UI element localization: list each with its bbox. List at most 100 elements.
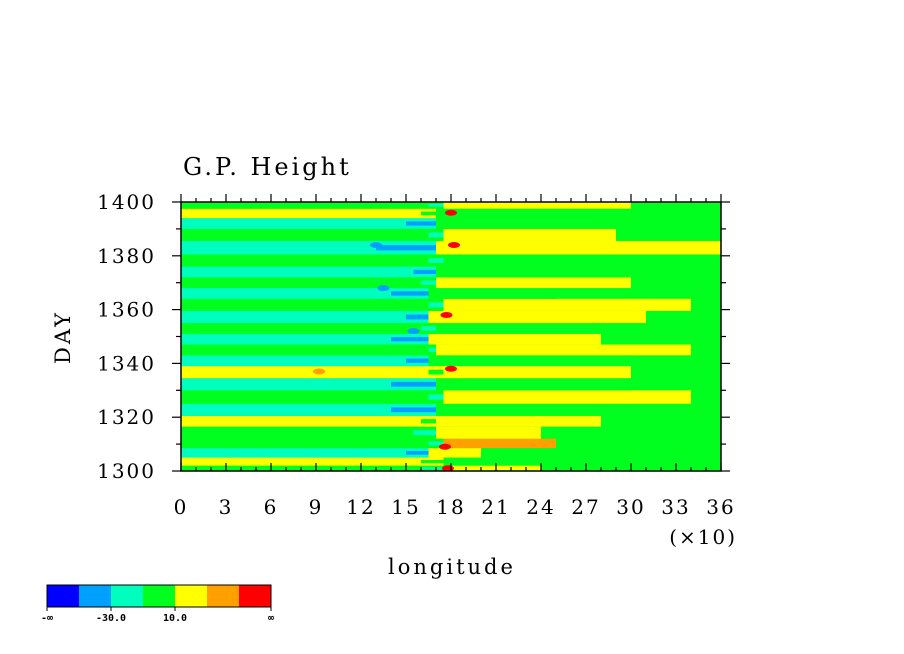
x-tick-label: 6 (264, 495, 279, 519)
field-band-trough (406, 358, 429, 363)
y-axis-title: DAY (51, 310, 75, 364)
x-tick-label: 36 (706, 495, 735, 519)
field-band-trough (406, 221, 436, 226)
colorbar: -∞ -30.0 10.0 ∞ (41, 584, 274, 624)
field-band-east (443, 457, 571, 466)
colorbar-frame (46, 584, 272, 608)
field-band-trough (428, 258, 444, 263)
colorbar-label: -30.0 (96, 613, 126, 624)
x-tick-label: 30 (616, 495, 645, 519)
field-band-trough (428, 232, 444, 238)
field-band-west (181, 218, 436, 229)
x-axis-multiplier: (×10) (669, 525, 737, 549)
colorbar-swatch (79, 585, 111, 607)
field-band-west (181, 415, 436, 427)
y-tick-label: 1320 (97, 405, 156, 429)
field-band-trough (391, 381, 436, 387)
field-band-trough (421, 326, 436, 331)
field-band-east (428, 448, 481, 458)
field-band-trough (391, 407, 436, 413)
field-band-east (428, 333, 601, 345)
x-tick-label: 24 (526, 495, 555, 519)
field-band-west (181, 323, 436, 334)
x-tick-label: 18 (436, 495, 465, 519)
field-band-east (436, 403, 631, 416)
y-tick-label: 1360 (97, 298, 156, 322)
field-band-east (436, 241, 721, 255)
colorbar-swatch (111, 585, 143, 607)
field-band-west (181, 448, 429, 458)
x-tick-label: 27 (571, 495, 600, 519)
x-tick-label: 21 (481, 495, 510, 519)
x-tick-label: 15 (391, 495, 420, 519)
field-band-west (181, 333, 429, 345)
field-band-west (181, 438, 444, 449)
field-band-west (181, 202, 444, 209)
colorbar-label: ∞ (268, 613, 274, 624)
field-band-trough (406, 314, 429, 320)
field-band-east (436, 266, 631, 278)
field-band-west (181, 457, 444, 466)
x-tick-label: 3 (219, 495, 234, 519)
field-band-trough (428, 441, 444, 446)
colorbar-label: -∞ (41, 613, 53, 624)
field-band-east (436, 426, 541, 439)
field-band-west (181, 288, 429, 299)
field-extreme (377, 285, 390, 292)
field-band-east (443, 228, 616, 242)
field-band-trough (391, 291, 429, 296)
field-extreme (445, 365, 457, 372)
field-band-east (428, 355, 676, 367)
field-extreme (370, 242, 382, 249)
field-band-trough (428, 394, 444, 400)
field-extreme (313, 368, 325, 375)
field-band-west (181, 390, 444, 404)
field-band-west (181, 277, 436, 289)
field-band-east (436, 415, 601, 427)
y-tick-label: 1300 (97, 459, 156, 483)
chart-title: G.P. Height (183, 153, 352, 181)
field-band-trough (421, 459, 444, 464)
field-band-trough (413, 430, 436, 436)
x-tick-label: 0 (174, 495, 189, 519)
field-band-west (181, 426, 436, 439)
field-band-east (436, 208, 586, 219)
heatmap-field (181, 202, 721, 471)
colorbar-label: 10.0 (163, 613, 187, 624)
field-band-east (428, 288, 556, 299)
colorbar-swatch (47, 585, 79, 607)
field-band-east (428, 310, 646, 324)
y-tick-label: 1380 (97, 244, 156, 268)
x-tick-label: 9 (309, 495, 324, 519)
field-band-east (436, 277, 631, 289)
x-axis: 0 3 6 9 12 15 18 21 24 27 30 33 36 (174, 194, 735, 519)
field-band-east (443, 254, 541, 267)
field-band-west (181, 355, 429, 367)
field-extreme (445, 209, 457, 216)
field-band-trough (376, 245, 436, 251)
field-band-trough (428, 204, 444, 207)
field-band-west (181, 378, 436, 391)
field-band-west (181, 344, 436, 356)
field-band-east (443, 202, 631, 209)
x-tick-label: 12 (346, 495, 375, 519)
field-band-west (181, 310, 429, 324)
field-band-trough (421, 211, 436, 216)
field-extreme (439, 443, 451, 450)
field-band-trough (421, 419, 436, 424)
field-extreme (407, 328, 420, 335)
field-band-trough (428, 369, 444, 375)
x-axis-title: longitude (388, 555, 516, 579)
field-band-west (181, 366, 444, 379)
y-tick-label: 1400 (97, 190, 156, 214)
field-band-east (436, 218, 676, 229)
field-extreme (448, 242, 460, 249)
field-band-trough (406, 450, 429, 455)
x-tick-label: 33 (661, 495, 690, 519)
colorbar-swatch (143, 585, 175, 607)
field-band-west (181, 298, 444, 311)
field-band-east (443, 438, 556, 449)
y-axis: 1300 1320 1340 1360 1380 1400 (97, 190, 730, 483)
field-band-west (181, 254, 444, 267)
y-tick-label: 1340 (97, 351, 156, 375)
